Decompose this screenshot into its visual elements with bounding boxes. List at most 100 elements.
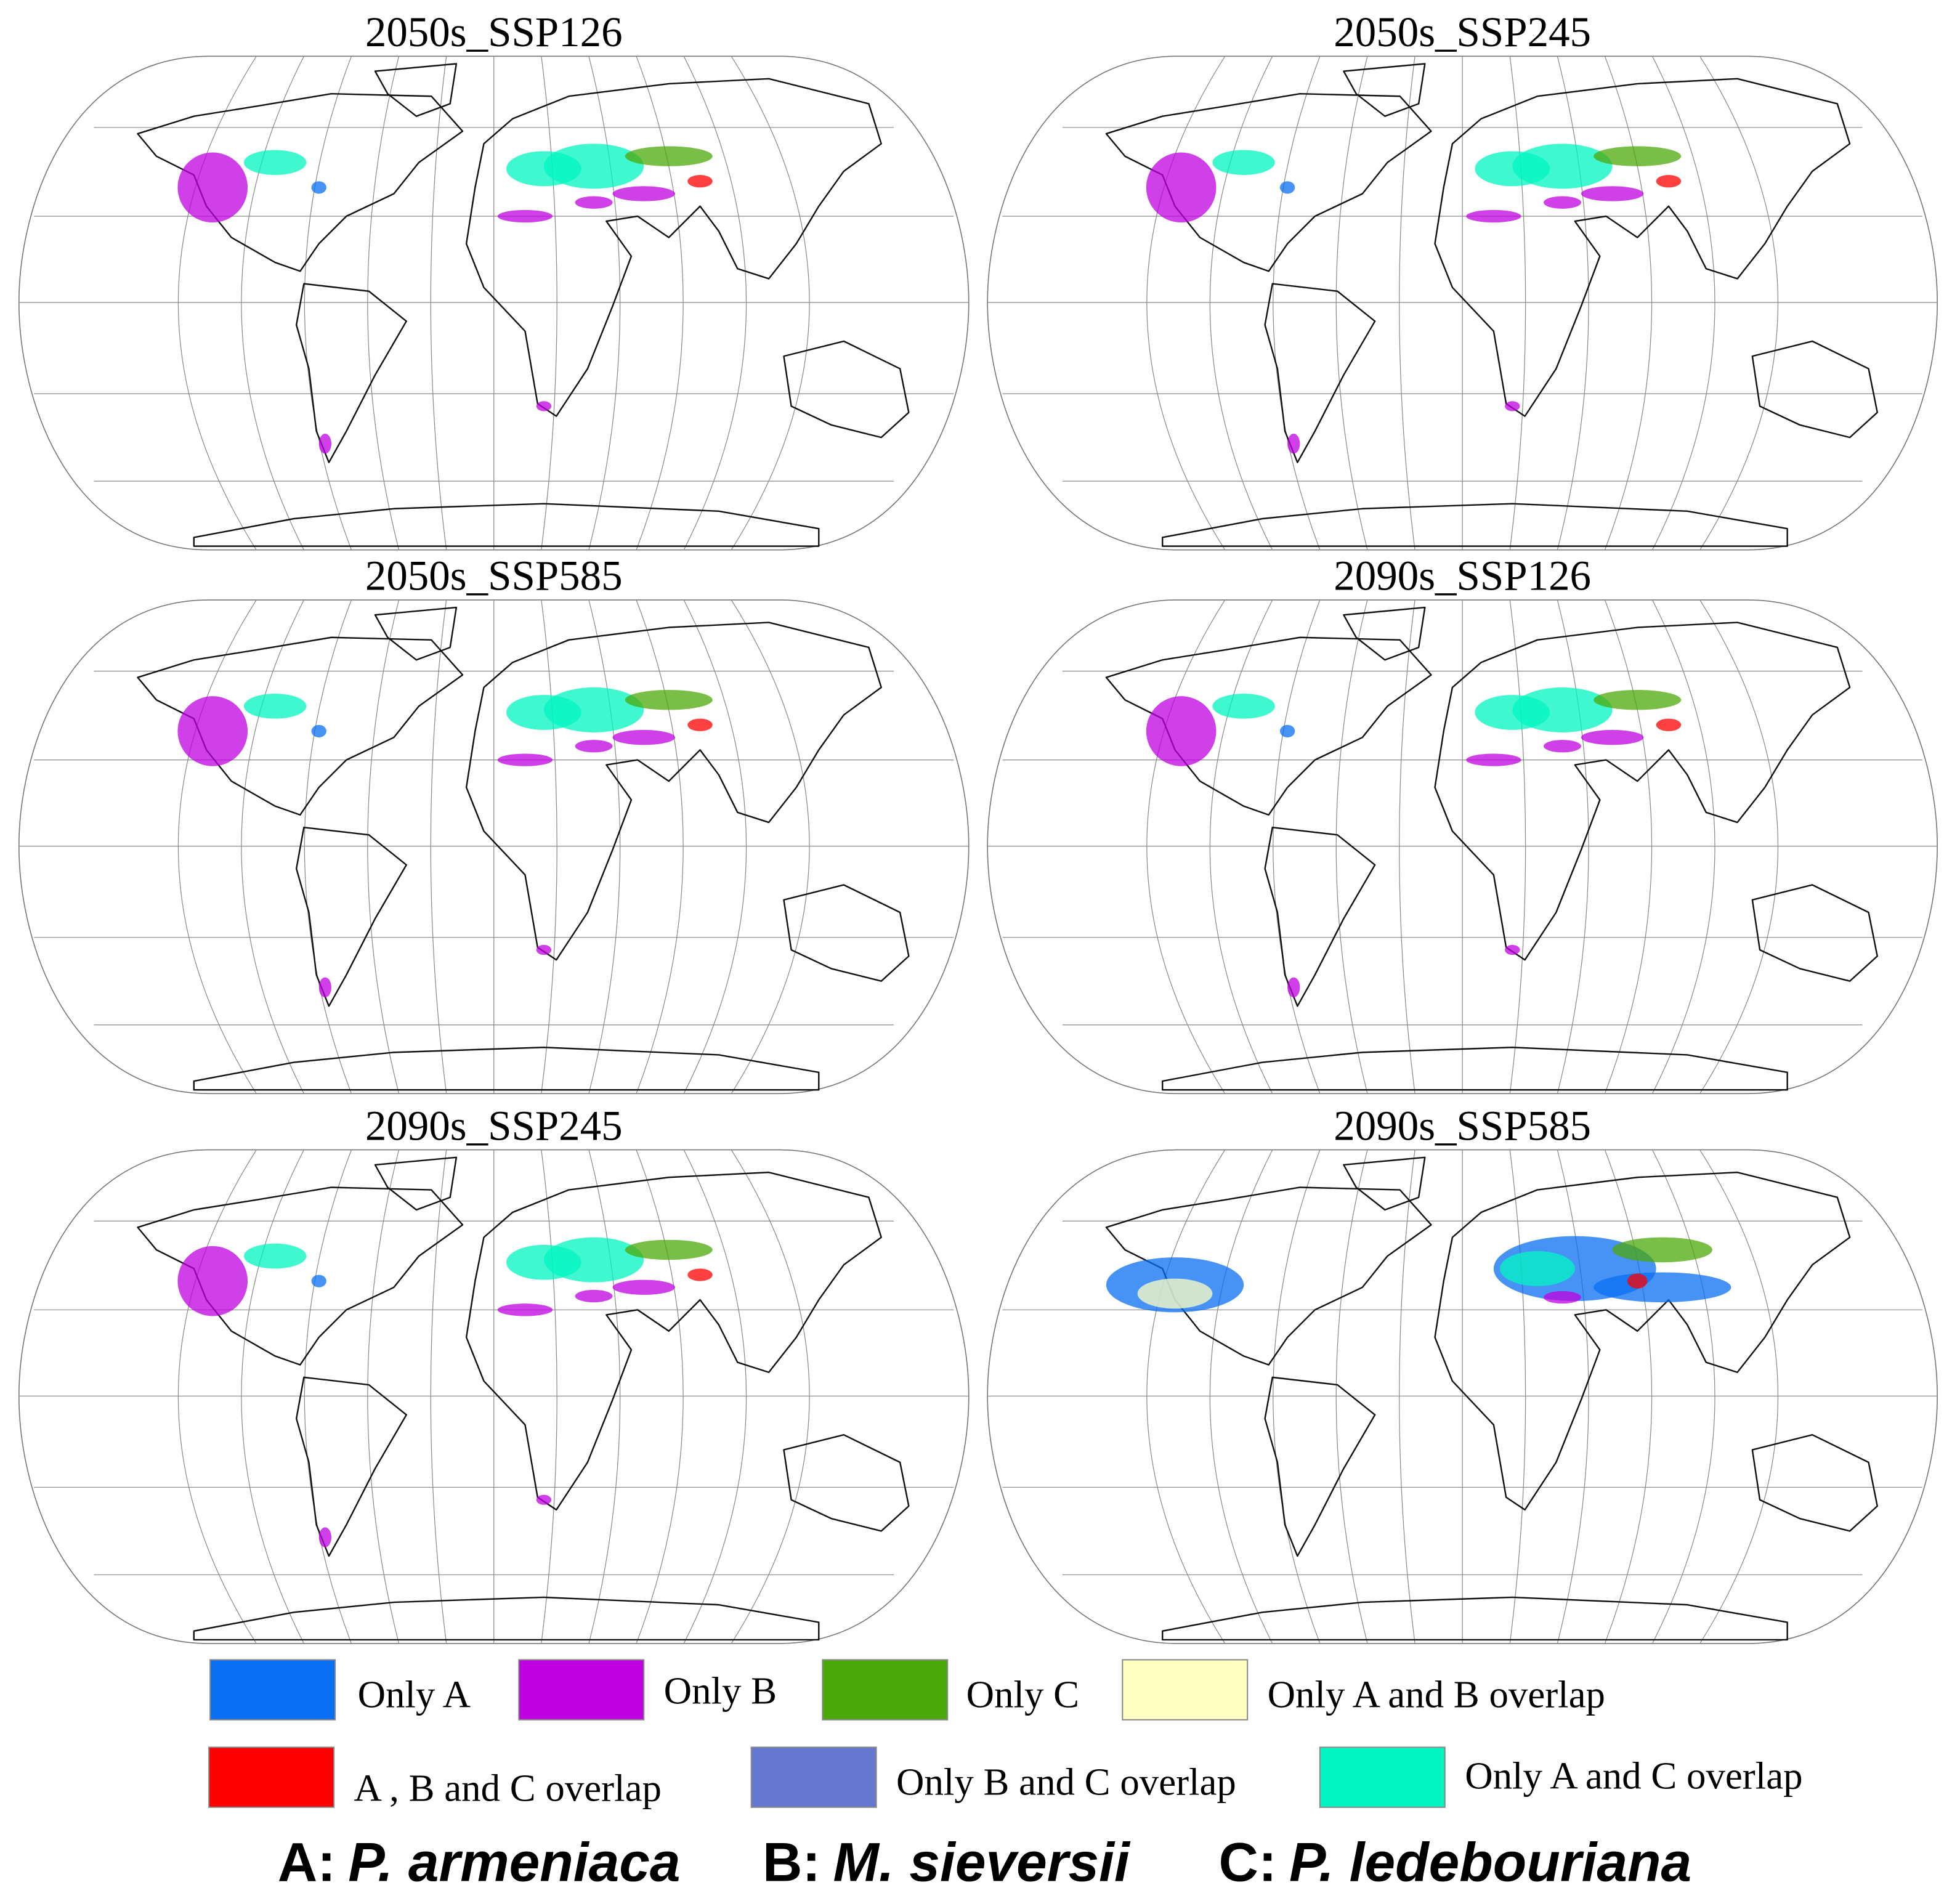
map-panel — [18, 55, 970, 551]
legend-swatch — [750, 1746, 877, 1808]
range-patch — [536, 944, 552, 955]
range-patch — [1505, 944, 1520, 955]
panel-title: 2090s_SSP126 — [1334, 553, 1591, 599]
range-patch — [1466, 753, 1521, 766]
range-patch — [575, 196, 613, 209]
species-letter: A: — [278, 1831, 336, 1893]
range-patch — [1279, 724, 1295, 738]
range-patch — [1544, 740, 1581, 753]
species-letter: C: — [1219, 1831, 1277, 1893]
map-panel — [18, 1149, 970, 1645]
range-patch — [1212, 694, 1275, 719]
legend-label: Only A and B overlap — [1268, 1673, 1605, 1716]
range-patch — [1544, 1291, 1581, 1304]
basemap — [18, 599, 970, 1095]
species-key: C: P. ledebouriana — [1219, 1831, 1692, 1893]
panel-title: 2050s_SSP126 — [365, 9, 623, 55]
range-patch — [1212, 150, 1275, 176]
basemap — [18, 1149, 970, 1645]
basemap — [18, 55, 970, 551]
range-patch — [1512, 144, 1613, 189]
range-patch — [1544, 196, 1581, 209]
range-patch — [1500, 1250, 1575, 1286]
legend-swatch — [1122, 1659, 1249, 1721]
range-patch — [625, 146, 713, 166]
range-patch — [1505, 401, 1520, 411]
range-patch — [1466, 209, 1521, 223]
range-patch — [1656, 718, 1682, 731]
range-patch — [1581, 729, 1644, 745]
basemap — [986, 599, 1938, 1095]
range-patch — [177, 696, 248, 766]
basemap — [986, 55, 1938, 551]
range-patch — [1512, 687, 1613, 732]
range-patch — [497, 1303, 553, 1316]
legend-label: Only B and C overlap — [896, 1761, 1236, 1804]
range-patch — [536, 401, 552, 411]
range-patch — [497, 209, 553, 223]
range-patch — [1287, 434, 1300, 454]
range-patch — [612, 186, 675, 201]
legend-swatch — [209, 1659, 336, 1721]
map-panel — [986, 1149, 1938, 1645]
panel-title: 2090s_SSP245 — [365, 1102, 623, 1149]
range-patch — [1594, 146, 1682, 166]
range-patch — [497, 753, 553, 766]
panel-title: 2050s_SSP585 — [365, 553, 623, 599]
range-patch — [1287, 977, 1300, 998]
range-patch — [311, 1275, 326, 1287]
range-patch — [243, 150, 307, 176]
range-patch — [243, 694, 307, 719]
species-letter: B: — [763, 1831, 820, 1893]
range-patch — [687, 175, 713, 188]
range-patch — [311, 724, 326, 738]
map-panel — [986, 55, 1938, 551]
legend-label: Only A — [358, 1673, 471, 1716]
species-name: P. armeniaca — [348, 1831, 680, 1893]
basemap — [986, 1149, 1938, 1645]
map-panel — [18, 599, 970, 1095]
species-key: B: M. sieversii — [763, 1831, 1131, 1893]
map-panel — [986, 599, 1938, 1095]
species-name: M. sieversii — [833, 1831, 1131, 1893]
legend-label: A , B and C overlap — [354, 1767, 662, 1810]
range-patch — [1581, 186, 1644, 201]
range-patch — [543, 1237, 644, 1283]
range-patch — [625, 1239, 713, 1260]
range-patch — [625, 689, 713, 710]
range-patch — [1137, 1278, 1213, 1309]
legend-label: Only B — [664, 1669, 777, 1712]
range-patch — [575, 1289, 613, 1303]
range-patch — [1612, 1237, 1712, 1263]
range-patch — [318, 977, 331, 998]
species-name: P. ledebouriana — [1289, 1831, 1691, 1893]
range-patch — [543, 687, 644, 732]
range-patch — [612, 729, 675, 745]
range-patch — [243, 1243, 307, 1269]
range-patch — [687, 1268, 713, 1281]
legend-swatch — [1319, 1746, 1446, 1808]
legend-label: Only A and C overlap — [1465, 1754, 1802, 1797]
range-patch — [1627, 1273, 1648, 1289]
legend-label: Only C — [966, 1673, 1079, 1716]
range-patch — [1656, 175, 1682, 188]
range-patch — [1146, 152, 1217, 223]
range-patch — [1594, 689, 1682, 710]
range-patch — [311, 181, 326, 194]
range-patch — [318, 1527, 331, 1547]
panel-title: 2050s_SSP245 — [1334, 9, 1591, 55]
legend-swatch — [208, 1746, 335, 1808]
range-patch — [318, 434, 331, 454]
range-patch — [1146, 696, 1217, 766]
range-patch — [612, 1279, 675, 1295]
range-patch — [687, 718, 713, 731]
range-patch — [1279, 181, 1295, 194]
range-patch — [177, 152, 248, 223]
range-patch — [536, 1494, 552, 1505]
legend-swatch — [822, 1659, 949, 1721]
range-patch — [543, 144, 644, 189]
legend-swatch — [518, 1659, 645, 1721]
range-patch — [575, 740, 613, 753]
